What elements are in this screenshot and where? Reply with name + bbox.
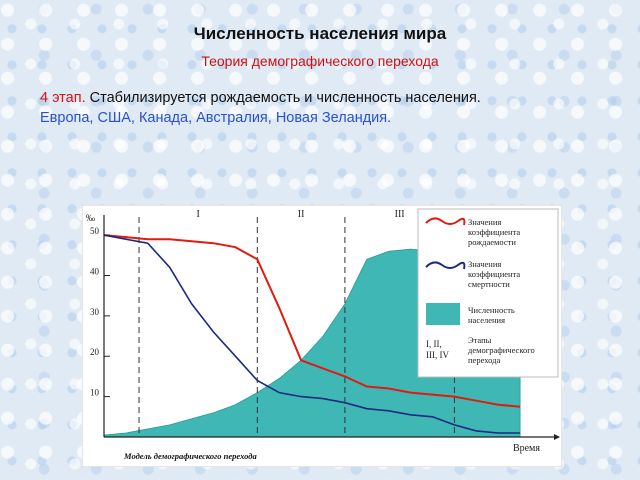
legend-population-symbol (426, 303, 460, 325)
legend-stages-text: Этапы демографического перехода (468, 335, 535, 365)
slide-subtitle: Теория демографического перехода (201, 53, 439, 69)
legend-population-text: Численность населения (468, 305, 515, 325)
death-rate-line (103, 234, 521, 434)
y-tick-label-40: 40 (90, 266, 100, 276)
y-axis-label: ‰ (86, 213, 95, 223)
stage-text: Стабилизируется рождаемость и численност… (85, 90, 481, 106)
legend-birth-text: Значения коэффициента рождаемости (468, 217, 520, 247)
y-tick-label-50: 50 (90, 226, 100, 236)
stage-label-1: I (196, 209, 199, 220)
x-axis-arrow (554, 434, 560, 440)
birth-rate-line (103, 234, 521, 408)
x-axis-label: Время (513, 443, 540, 454)
legend-death-text: Значения коэффициента смертности (468, 259, 520, 289)
slide-title: Численность населения мира (193, 24, 447, 43)
countries-list: Европа, США, Канада, Австралия, Новая Зе… (40, 110, 392, 126)
stage-label: 4 этап. (40, 90, 86, 106)
legend-box (417, 208, 559, 378)
y-tick-label-20: 20 (90, 347, 100, 357)
stage-label-3: III (395, 209, 405, 220)
stage-description: 4 этап. Стабилизируется рождаемость и чи… (40, 90, 630, 106)
legend-death-symbol (425, 261, 466, 270)
legend-birth-symbol (425, 217, 466, 226)
y-tick-label-10: 10 (90, 388, 100, 398)
stage-label-2: II (298, 209, 305, 220)
legend-stages-symbol: I, II, III, IV (426, 339, 449, 360)
y-tick-label-30: 30 (90, 307, 100, 317)
chart-caption: Модель демографического перехода (123, 451, 257, 461)
